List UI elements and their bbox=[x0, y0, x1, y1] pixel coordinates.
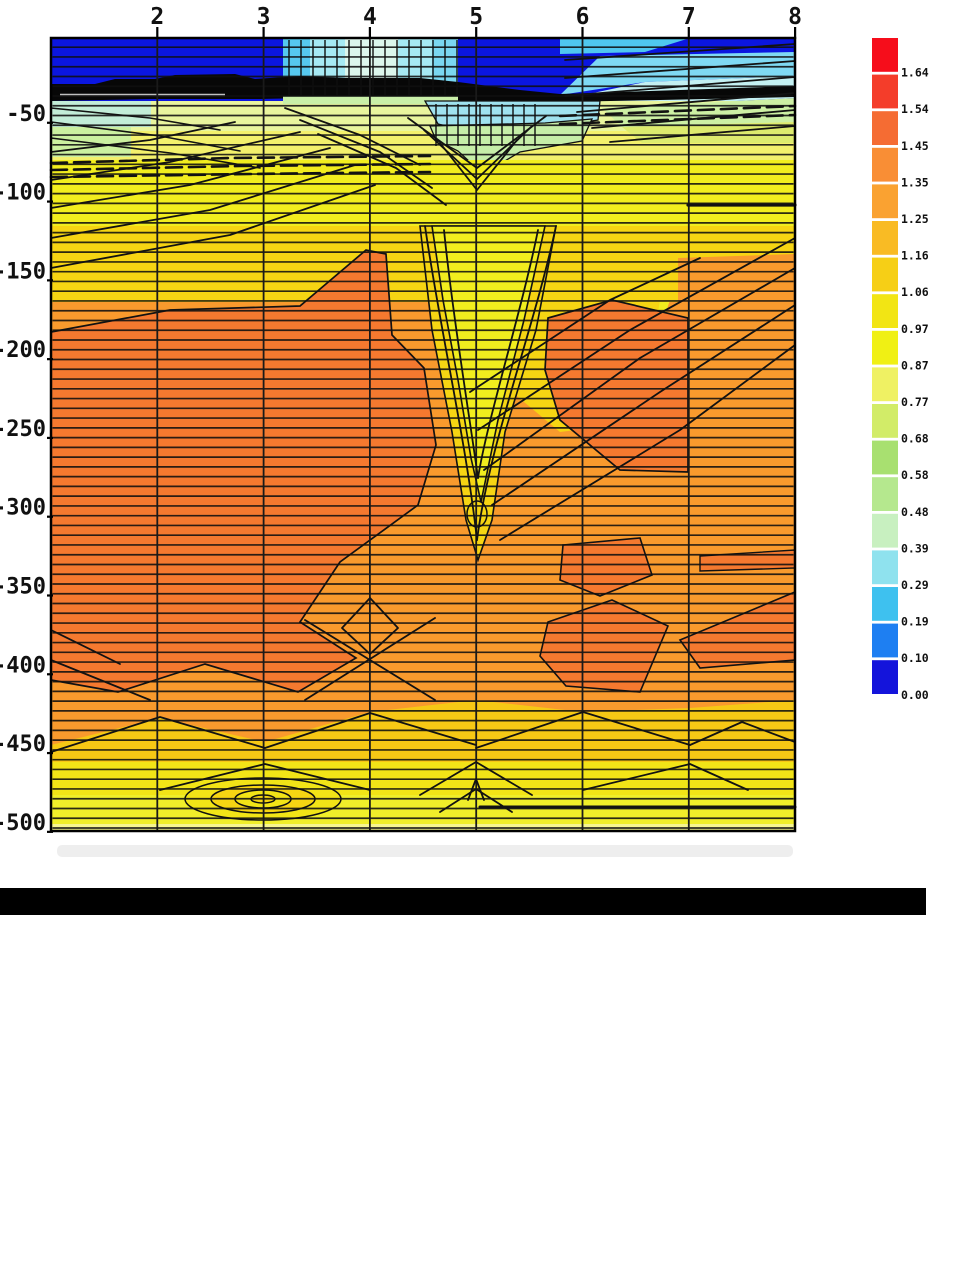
x-tick-label: 6 bbox=[576, 4, 590, 30]
y-tick-label: -450 bbox=[0, 732, 46, 757]
legend-label: 1.06 bbox=[901, 285, 929, 299]
y-tick-label: -300 bbox=[0, 496, 46, 521]
legend-swatch bbox=[872, 257, 898, 292]
legend-swatch bbox=[872, 513, 898, 548]
legend-swatch bbox=[872, 184, 898, 219]
x-tick-label: 2 bbox=[150, 4, 164, 30]
legend-label: 0.58 bbox=[901, 468, 929, 482]
region-black-band bbox=[51, 74, 795, 102]
legend-label: 0.29 bbox=[901, 578, 929, 592]
legend-swatch bbox=[872, 74, 898, 109]
legend-swatch bbox=[872, 623, 898, 658]
x-tick-label: 3 bbox=[257, 4, 271, 30]
legend-label: 1.35 bbox=[901, 175, 929, 189]
y-tick-label: -50 bbox=[6, 102, 46, 127]
band-bottom-bright bbox=[51, 795, 795, 824]
region-left-green-cells bbox=[51, 127, 131, 157]
legend-label: 0.10 bbox=[901, 651, 929, 665]
legend-swatch bbox=[872, 38, 898, 72]
legend-swatch bbox=[872, 221, 898, 255]
plot-border bbox=[49, 36, 797, 833]
legend-swatch bbox=[872, 367, 898, 402]
legend-swatch bbox=[872, 587, 898, 621]
legend-label: 0.00 bbox=[901, 688, 929, 702]
separator-bar bbox=[0, 888, 926, 915]
region-deep-orange-left bbox=[50, 249, 437, 693]
legend-label: 0.77 bbox=[901, 395, 929, 409]
legend-label: 0.19 bbox=[901, 615, 929, 629]
legend-label: 1.16 bbox=[901, 249, 929, 263]
y-tick-label: -400 bbox=[0, 653, 46, 678]
legend-swatch bbox=[872, 404, 898, 438]
legend-label: 1.45 bbox=[901, 139, 929, 153]
legend-swatch bbox=[872, 440, 898, 475]
legend-swatch bbox=[872, 147, 898, 182]
y-tick-label: -100 bbox=[0, 181, 46, 206]
legend-swatch bbox=[872, 111, 898, 145]
legend-label: 0.48 bbox=[901, 505, 929, 519]
legend-swatch bbox=[872, 550, 898, 585]
x-tick-label: 5 bbox=[469, 4, 483, 30]
x-tick-label: 7 bbox=[682, 4, 696, 30]
y-tick-label: -150 bbox=[0, 259, 46, 284]
artifact-smear bbox=[57, 845, 793, 857]
legend-swatch bbox=[872, 330, 898, 365]
legend-label: 1.25 bbox=[901, 212, 929, 226]
y-axis: -50 -100 -150 -200 -250 -300 -350 -400 -450 -500 bbox=[0, 102, 53, 836]
y-tick-label: -500 bbox=[0, 811, 46, 836]
legend-swatch bbox=[872, 477, 898, 511]
legend-label: 0.97 bbox=[901, 322, 929, 336]
legend-label: 0.87 bbox=[901, 358, 929, 372]
legend-label: 1.64 bbox=[901, 66, 929, 80]
y-tick-label: -350 bbox=[0, 574, 46, 599]
y-tick-label: -250 bbox=[0, 417, 46, 442]
x-tick-label: 4 bbox=[363, 4, 377, 30]
region-left-cyan-cells bbox=[51, 101, 151, 127]
legend: 1.64 1.54 1.45 1.35 1.25 1.16 1.06 0.97 0.87 0.77… bbox=[872, 38, 929, 702]
contour-lines bbox=[49, 43, 797, 813]
x-axis: 2 3 4 5 6 7 8 bbox=[150, 4, 802, 39]
x-tick-label: 8 bbox=[788, 4, 802, 30]
y-tick-label: -200 bbox=[0, 338, 46, 363]
legend-label: 0.39 bbox=[901, 541, 929, 555]
region-right-orange-rise bbox=[678, 254, 795, 302]
legend-swatch bbox=[872, 294, 898, 328]
cell-texture-lines bbox=[288, 40, 536, 146]
legend-label: 0.68 bbox=[901, 432, 929, 446]
layer-lines bbox=[52, 46, 794, 829]
legend-label: 1.54 bbox=[901, 102, 929, 116]
legend-swatch bbox=[872, 660, 898, 694]
